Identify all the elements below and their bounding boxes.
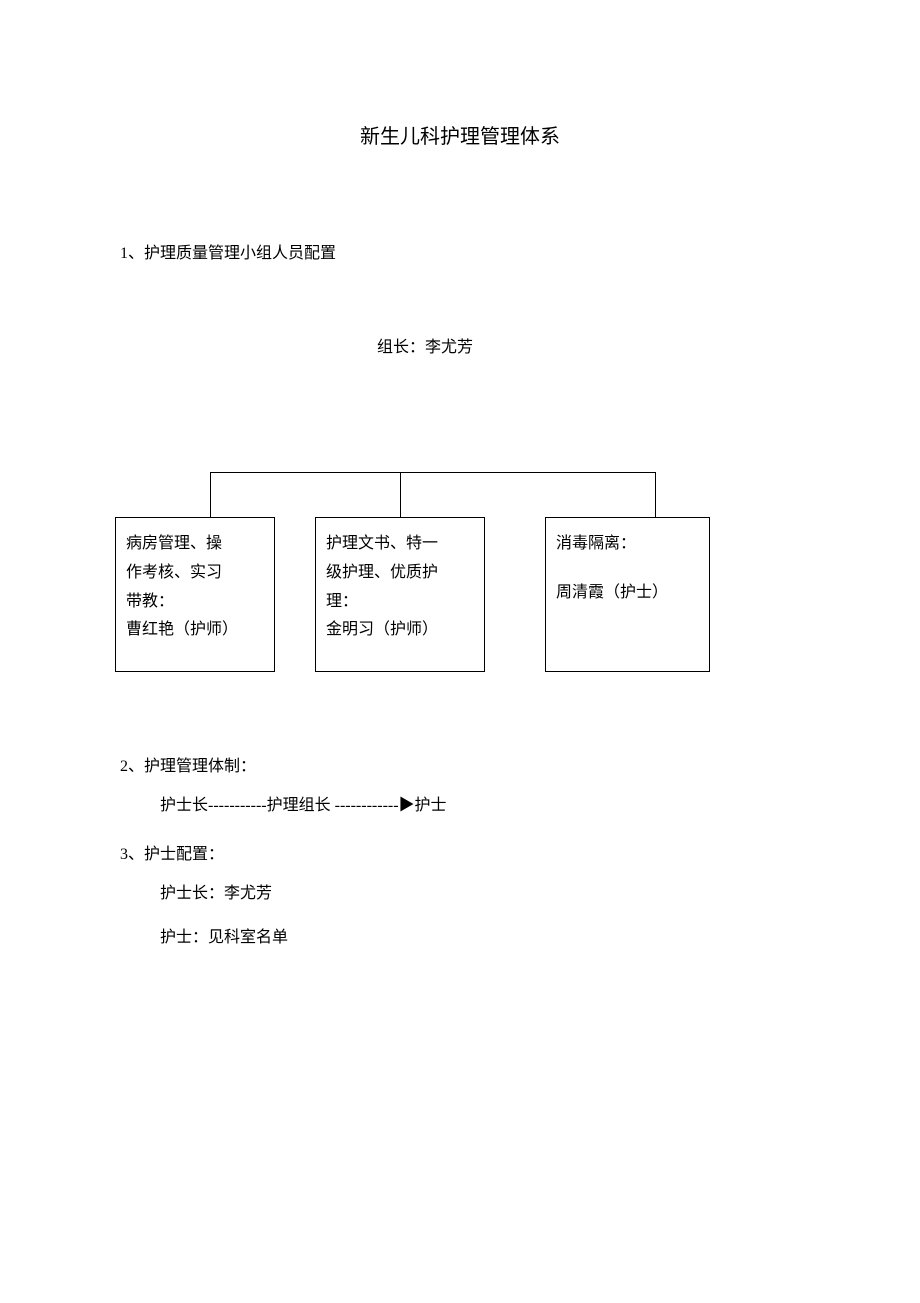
box3-line2: 周清霞（护士） <box>556 579 699 608</box>
box2-line4: 金明习（护师） <box>326 616 474 645</box>
box1-line1: 病房管理、操 <box>126 530 264 559</box>
connector-vertical-1 <box>210 472 211 517</box>
box2-line1: 护理文书、特一 <box>326 530 474 559</box>
box3-line1: 消毒隔离： <box>556 530 699 559</box>
connector-vertical-3 <box>655 472 656 517</box>
box1-line3: 带教： <box>126 588 264 617</box>
box1-line2: 作考核、实习 <box>126 559 264 588</box>
section2-heading: 2、护理管理体制： <box>120 752 800 776</box>
box2-line2: 级护理、优质护 <box>326 559 474 588</box>
org-chart: 病房管理、操 作考核、实习 带教： 曹红艳（护师） 护理文书、特一 级护理、优质… <box>120 472 800 692</box>
connector-horizontal <box>210 472 655 473</box>
management-hierarchy: 护士长-----------护理组长 ------------▶护士 <box>160 791 800 815</box>
team-leader: 组长：李尤芳 <box>50 333 800 357</box>
document-title: 新生儿科护理管理体系 <box>120 120 800 149</box>
box1-line4: 曹红艳（护师） <box>126 616 264 645</box>
org-box-2: 护理文书、特一 级护理、优质护 理： 金明习（护师） <box>315 517 485 672</box>
box2-line3: 理： <box>326 588 474 617</box>
nurse-info: 护士：见科室名单 <box>160 923 800 947</box>
document-page: 新生儿科护理管理体系 1、护理质量管理小组人员配置 组长：李尤芳 病房管理、操 … <box>0 0 920 947</box>
org-box-3: 消毒隔离： 周清霞（护士） <box>545 517 710 672</box>
section1-heading: 1、护理质量管理小组人员配置 <box>120 239 800 263</box>
section3-heading: 3、护士配置： <box>120 840 800 864</box>
connector-vertical-2 <box>400 472 401 517</box>
org-box-1: 病房管理、操 作考核、实习 带教： 曹红艳（护师） <box>115 517 275 672</box>
head-nurse-info: 护士长：李尤芳 <box>160 879 800 903</box>
